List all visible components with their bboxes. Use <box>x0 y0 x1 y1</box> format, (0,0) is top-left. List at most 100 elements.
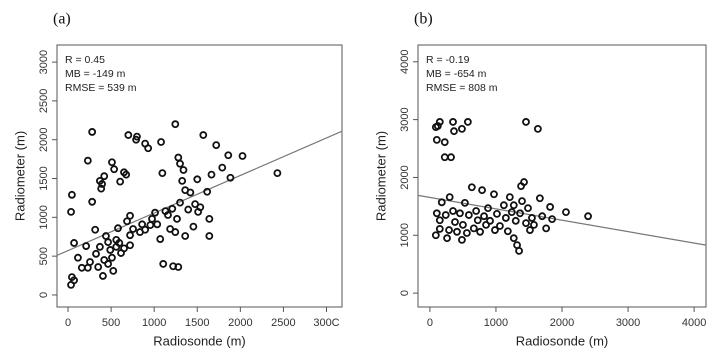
data-point <box>199 131 208 139</box>
data-point <box>110 165 119 174</box>
data-point <box>432 135 441 144</box>
data-point <box>226 173 235 182</box>
data-point <box>480 212 488 221</box>
y-tick-label: 0 <box>399 290 411 296</box>
plot-frame <box>56 44 343 308</box>
y-tick-label: 1000 <box>399 223 411 247</box>
regression-line <box>417 194 707 246</box>
data-point <box>535 194 544 203</box>
data-point <box>83 156 92 165</box>
data-point <box>548 215 556 223</box>
data-point <box>520 178 528 186</box>
data-point <box>530 220 538 229</box>
data-point <box>179 166 188 174</box>
data-point <box>476 227 484 236</box>
data-point <box>469 224 478 233</box>
data-point <box>528 214 536 222</box>
data-point <box>164 211 172 219</box>
data-point <box>153 220 162 229</box>
data-point <box>68 190 76 199</box>
data-point <box>447 153 455 162</box>
data-point <box>82 242 91 250</box>
data-point <box>70 239 78 247</box>
data-point <box>98 180 106 188</box>
data-point <box>196 203 205 212</box>
x-tick-label: 2500 <box>271 317 295 329</box>
data-point <box>99 272 107 280</box>
data-point <box>186 188 195 197</box>
data-point <box>445 193 454 202</box>
data-point <box>478 186 486 195</box>
data-point <box>205 214 214 223</box>
data-point <box>486 216 494 225</box>
data-point <box>458 124 466 133</box>
stat-annotation: RMSE = 539 m <box>65 82 137 94</box>
data-point <box>70 276 78 285</box>
data-point <box>499 201 508 210</box>
data-point <box>496 222 504 230</box>
data-point <box>74 253 82 262</box>
data-point <box>171 228 180 236</box>
x-tick-label: 300C <box>313 317 339 329</box>
data-point <box>108 158 116 167</box>
x-tick-label: 1500 <box>185 317 209 329</box>
y-axis-title: Radiometer (m) <box>373 131 388 221</box>
y-tick-label: 3000 <box>38 50 50 74</box>
data-point <box>445 226 453 234</box>
stat-annotation: MB = -149 m <box>65 68 126 80</box>
x-tick-label: 3000 <box>616 317 640 329</box>
data-point <box>97 184 106 193</box>
y-tick-label: 3000 <box>399 107 411 131</box>
data-point <box>490 190 498 199</box>
data-point <box>124 131 133 139</box>
data-point <box>432 209 441 218</box>
data-point <box>584 212 592 221</box>
x-tick-label: 4000 <box>682 317 706 329</box>
data-point <box>168 204 177 213</box>
data-point <box>157 138 165 146</box>
data-point <box>238 152 247 160</box>
data-point <box>546 203 555 211</box>
data-point <box>132 135 140 144</box>
data-point <box>435 216 444 225</box>
data-point <box>141 225 150 234</box>
data-point <box>516 209 524 218</box>
data-point <box>96 242 104 251</box>
data-point <box>467 183 476 192</box>
data-point <box>509 201 518 210</box>
data-point <box>114 224 122 233</box>
data-point <box>159 260 168 268</box>
data-point <box>451 218 459 226</box>
data-point <box>144 144 153 153</box>
y-tick-label: 1000 <box>38 205 50 229</box>
panel-label: (b) <box>414 11 433 28</box>
data-point <box>151 208 159 217</box>
x-tick-label: 500 <box>102 317 120 329</box>
data-point <box>431 231 440 240</box>
x-tick-label: 1000 <box>142 317 166 329</box>
y-axis-title: Radiometer (m) <box>12 131 27 221</box>
data-point <box>91 225 100 234</box>
data-point <box>453 227 461 236</box>
data-point <box>273 169 282 177</box>
data-point <box>122 170 131 179</box>
stat-annotation: R = 0.45 <box>65 54 105 66</box>
data-point <box>176 198 184 207</box>
data-point <box>437 198 446 207</box>
data-point <box>524 204 532 212</box>
data-point <box>146 221 155 230</box>
data-point <box>493 209 501 218</box>
x-tick-label: 0 <box>427 317 433 329</box>
data-point <box>205 232 214 240</box>
x-axis-title: Radiosonde (m) <box>153 333 246 348</box>
data-point <box>458 236 466 244</box>
stat-annotation: RMSE = 808 m <box>426 82 498 94</box>
data-point <box>463 118 472 126</box>
data-point <box>518 197 526 206</box>
stat-annotation: R = -0.19 <box>426 54 470 66</box>
data-point <box>203 187 212 196</box>
data-point <box>158 169 167 177</box>
data-point <box>441 211 450 219</box>
data-point <box>482 220 490 229</box>
